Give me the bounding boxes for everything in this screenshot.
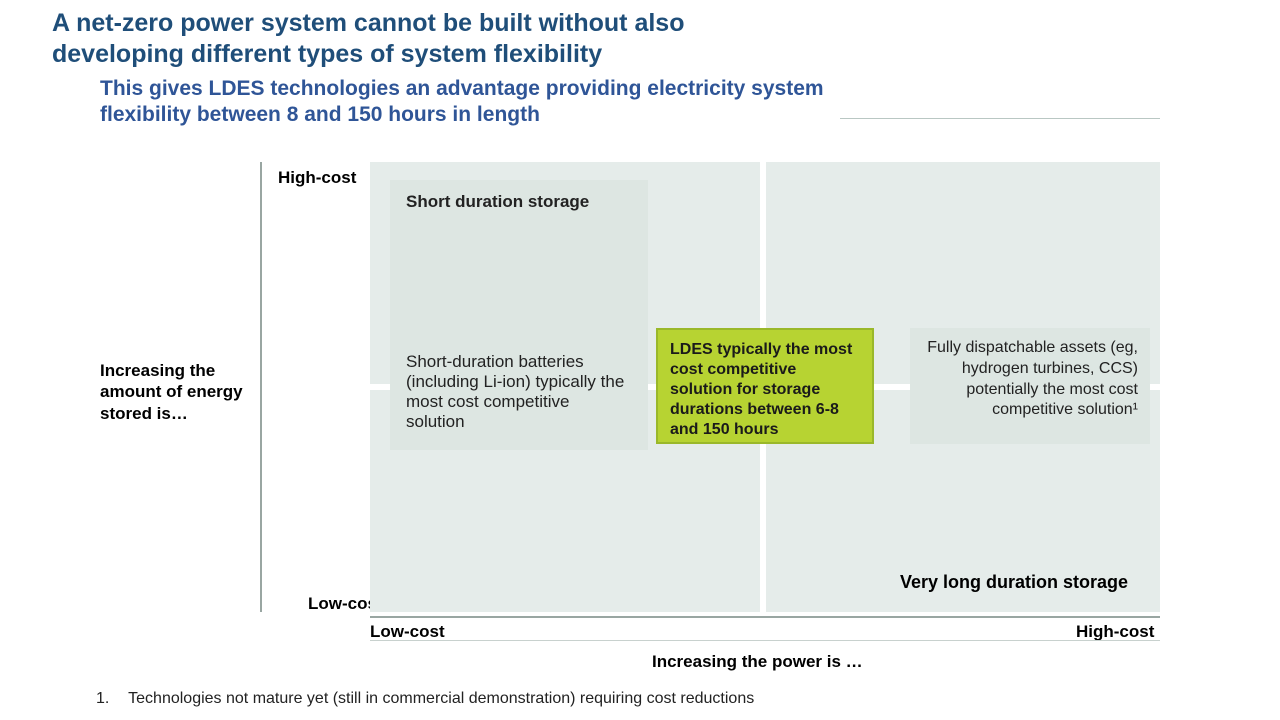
slide: A net-zero power system cannot be built … xyxy=(0,0,1280,720)
very-long-duration-label: Very long duration storage xyxy=(900,572,1128,593)
subtitle: This gives LDES technologies an advantag… xyxy=(100,76,850,129)
main-title: A net-zero power system cannot be built … xyxy=(52,8,752,71)
x-axis-line xyxy=(370,616,1160,618)
subtitle-rule xyxy=(840,118,1160,119)
y-axis-line xyxy=(260,162,262,612)
x-axis-high-label: High-cost xyxy=(1076,622,1154,642)
footnote-text: Technologies not mature yet (still in co… xyxy=(128,690,754,707)
quadrant-chart: Short duration storage Short-duration ba… xyxy=(370,162,1160,612)
y-axis-high-label: High-cost xyxy=(278,168,356,188)
y-axis-title: Increasing the amount of energy stored i… xyxy=(100,360,260,424)
x-axis-title: Increasing the power is … xyxy=(652,652,863,672)
footnote: 1. Technologies not mature yet (still in… xyxy=(96,690,754,708)
short-duration-body: Short-duration batteries (including Li-i… xyxy=(406,352,624,431)
x-axis-low-label: Low-cost xyxy=(370,622,445,642)
ldes-box: LDES typically the most cost competitive… xyxy=(656,328,874,444)
dispatchable-box: Fully dispatchable assets (eg, hydrogen … xyxy=(910,328,1150,444)
x-axis-secondary-rule xyxy=(370,640,1160,641)
short-duration-box: Short duration storage Short-duration ba… xyxy=(390,180,648,450)
short-duration-header: Short duration storage xyxy=(406,192,632,212)
footnote-marker: 1. xyxy=(96,690,124,708)
